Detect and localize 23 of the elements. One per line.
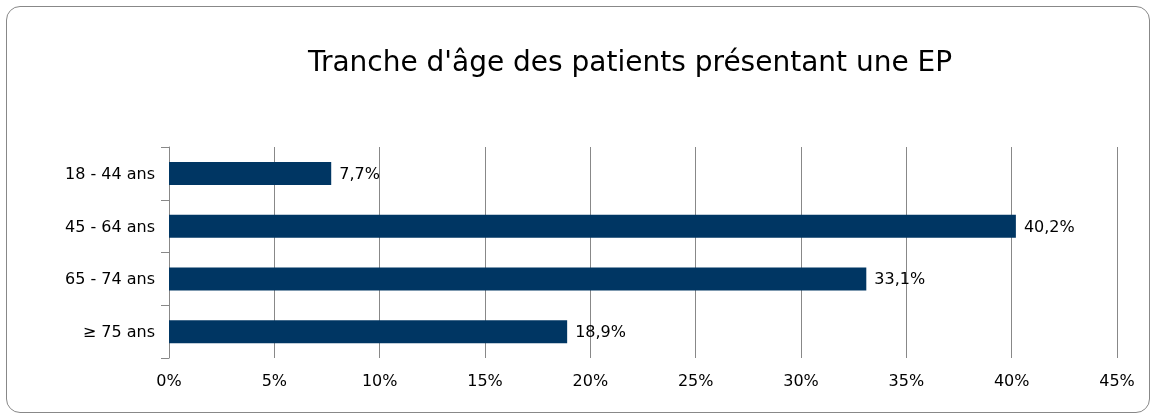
x-tick-label: 20% — [572, 370, 609, 390]
y-tick-label: ≥ 75 ans — [82, 322, 155, 342]
data-label: 7,7% — [339, 163, 380, 183]
x-tick-label: 35% — [888, 370, 925, 390]
bar — [169, 320, 568, 344]
data-label: 18,9% — [575, 322, 626, 342]
x-tick-label: 0% — [156, 370, 182, 390]
chart-title: Tranche d'âge des patients présentant une EP — [306, 44, 953, 78]
bar — [169, 161, 332, 185]
x-tick-label: 25% — [677, 370, 714, 390]
y-tick-label: 65 - 74 ans — [64, 269, 155, 289]
x-tick-label: 5% — [261, 370, 288, 390]
x-tick-label: 10% — [361, 370, 398, 390]
x-tick-label: 45% — [1099, 370, 1135, 390]
x-tick-label: 30% — [783, 370, 819, 390]
x-tick-label: 40% — [993, 370, 1030, 390]
data-label: 40,2% — [1023, 216, 1075, 236]
y-tick-label: 18 - 44 ans — [64, 163, 155, 183]
bar — [169, 267, 867, 291]
y-tick-label: 45 - 64 ans — [64, 216, 155, 236]
x-tick-label: 15% — [467, 370, 503, 390]
data-label: 33,1% — [874, 269, 926, 289]
bar — [169, 214, 1016, 238]
